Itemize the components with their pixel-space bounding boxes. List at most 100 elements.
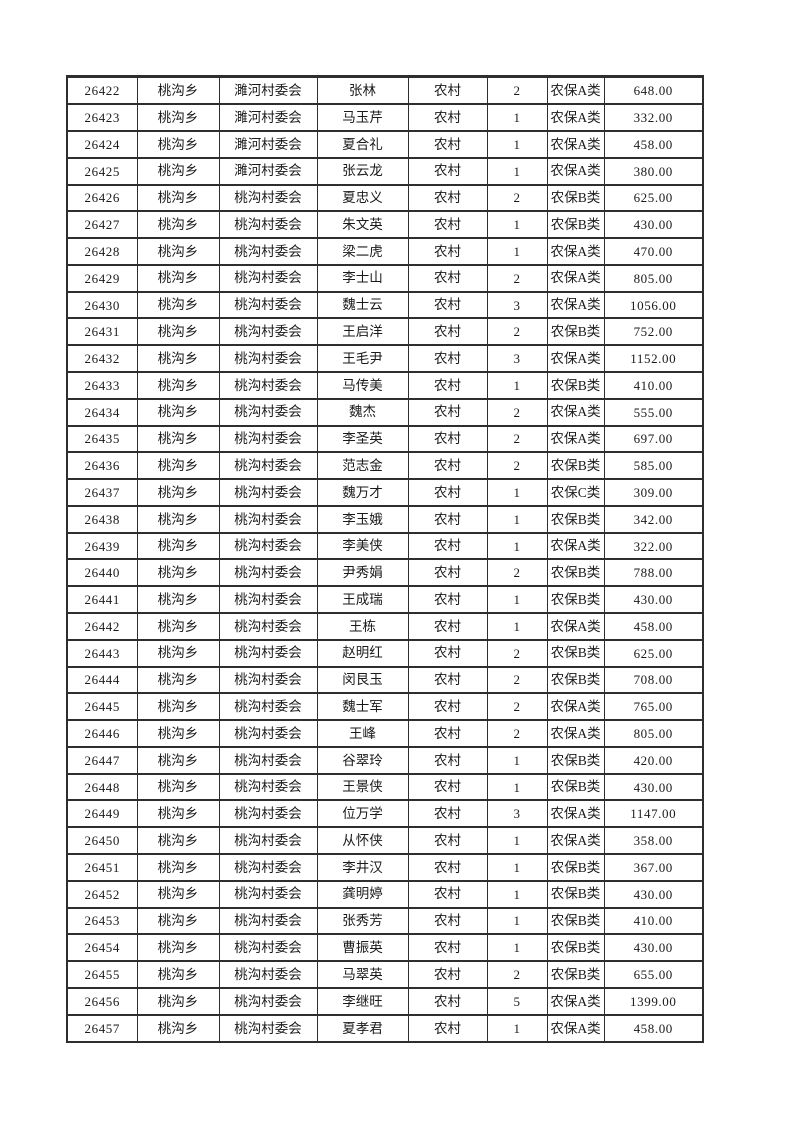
village-committee-cell: 桃沟村委会 (218, 531, 318, 561)
social-security-benefits-table: 26422 桃沟乡 濉河村委会 张林 农村 2 农保A类 648.00 26423 桃沟乡 濉河村委… (66, 75, 704, 1044)
township-cell: 桃沟乡 (136, 103, 220, 132)
village-committee-cell: 桃沟村委会 (218, 772, 318, 802)
record-id-cell: 26424 (66, 129, 138, 159)
amount-cell: 430.00 (603, 210, 704, 240)
insurance-class-cell: 农保B类 (546, 665, 605, 695)
insurance-class-cell: 农保A类 (546, 103, 605, 132)
person-count-cell: 2 (486, 692, 548, 722)
person-name-cell: 朱文英 (316, 210, 409, 240)
record-id-cell: 26427 (66, 210, 138, 240)
township-cell: 桃沟乡 (136, 719, 220, 748)
record-id-cell: 26438 (66, 504, 138, 534)
residence-type-cell: 农村 (407, 531, 488, 561)
person-name-cell: 魏士军 (316, 692, 409, 722)
township-cell: 桃沟乡 (136, 531, 220, 561)
amount-cell: 708.00 (603, 665, 704, 695)
person-count-cell: 1 (486, 478, 548, 507)
person-count-cell: 1 (486, 933, 548, 963)
table-row: 26436 桃沟乡 桃沟村委会 范志金 农村 2 农保B类 585.00 (66, 451, 704, 481)
person-count-cell: 1 (486, 1013, 548, 1044)
table-row: 26431 桃沟乡 桃沟村委会 王启洋 农村 2 农保B类 752.00 (66, 317, 704, 347)
table-row: 26447 桃沟乡 桃沟村委会 谷翠玲 农村 1 农保B类 420.00 (66, 745, 704, 775)
residence-type-cell: 农村 (407, 585, 488, 614)
insurance-class-cell: 农保A类 (546, 237, 605, 266)
residence-type-cell: 农村 (407, 370, 488, 400)
amount-cell: 752.00 (603, 317, 704, 347)
table-row: 26433 桃沟乡 桃沟村委会 马传美 农村 1 农保B类 410.00 (66, 370, 704, 400)
residence-type-cell: 农村 (407, 960, 488, 989)
person-count-cell: 2 (486, 451, 548, 481)
person-count-cell: 1 (486, 370, 548, 400)
village-committee-cell: 桃沟村委会 (218, 692, 318, 722)
amount-cell: 788.00 (603, 558, 704, 588)
table-row: 26427 桃沟乡 桃沟村委会 朱文英 农村 1 农保B类 430.00 (66, 210, 704, 240)
table-row: 26434 桃沟乡 桃沟村委会 魏杰 农村 2 农保A类 555.00 (66, 397, 704, 427)
residence-type-cell: 农村 (407, 75, 488, 106)
amount-cell: 410.00 (603, 370, 704, 400)
township-cell: 桃沟乡 (136, 1013, 220, 1044)
residence-type-cell: 农村 (407, 558, 488, 588)
table-row: 26432 桃沟乡 桃沟村委会 王毛尹 农村 3 农保A类 1152.00 (66, 344, 704, 373)
table-row: 26428 桃沟乡 桃沟村委会 梁二虎 农村 1 农保A类 470.00 (66, 237, 704, 266)
table-row: 26425 桃沟乡 濉河村委会 张云龙 农村 1 农保A类 380.00 (66, 156, 704, 186)
person-name-cell: 王峰 (316, 719, 409, 748)
person-count-cell: 2 (486, 719, 548, 748)
person-count-cell: 1 (486, 585, 548, 614)
amount-cell: 332.00 (603, 103, 704, 132)
village-committee-cell: 桃沟村委会 (218, 665, 318, 695)
village-committee-cell: 桃沟村委会 (218, 290, 318, 320)
record-id-cell: 26448 (66, 772, 138, 802)
insurance-class-cell: 农保B类 (546, 183, 605, 213)
insurance-class-cell: 农保B类 (546, 558, 605, 588)
record-id-cell: 26456 (66, 986, 138, 1016)
residence-type-cell: 农村 (407, 156, 488, 186)
insurance-class-cell: 农保B类 (546, 960, 605, 989)
township-cell: 桃沟乡 (136, 290, 220, 320)
township-cell: 桃沟乡 (136, 772, 220, 802)
village-committee-cell: 桃沟村委会 (218, 906, 318, 936)
person-count-cell: 3 (486, 799, 548, 829)
person-count-cell: 2 (486, 263, 548, 293)
residence-type-cell: 农村 (407, 344, 488, 373)
village-committee-cell: 桃沟村委会 (218, 879, 318, 909)
table-row: 26445 桃沟乡 桃沟村委会 魏士军 农村 2 农保A类 765.00 (66, 692, 704, 722)
person-name-cell: 魏杰 (316, 397, 409, 427)
person-name-cell: 魏万才 (316, 478, 409, 507)
person-count-cell: 1 (486, 210, 548, 240)
village-committee-cell: 桃沟村委会 (218, 237, 318, 266)
village-committee-cell: 桃沟村委会 (218, 986, 318, 1016)
amount-cell: 555.00 (603, 397, 704, 427)
township-cell: 桃沟乡 (136, 156, 220, 186)
record-id-cell: 26426 (66, 183, 138, 213)
person-name-cell: 梁二虎 (316, 237, 409, 266)
person-count-cell: 2 (486, 960, 548, 989)
residence-type-cell: 农村 (407, 504, 488, 534)
record-id-cell: 26432 (66, 344, 138, 373)
village-committee-cell: 桃沟村委会 (218, 960, 318, 989)
record-id-cell: 26457 (66, 1013, 138, 1044)
record-id-cell: 26447 (66, 745, 138, 775)
person-name-cell: 谷翠玲 (316, 745, 409, 775)
amount-cell: 470.00 (603, 237, 704, 266)
insurance-class-cell: 农保B类 (546, 370, 605, 400)
person-count-cell: 2 (486, 638, 548, 668)
table-row: 26449 桃沟乡 桃沟村委会 位万学 农村 3 农保A类 1147.00 (66, 799, 704, 829)
village-committee-cell: 桃沟村委会 (218, 210, 318, 240)
amount-cell: 358.00 (603, 826, 704, 856)
amount-cell: 1152.00 (603, 344, 704, 373)
township-cell: 桃沟乡 (136, 504, 220, 534)
person-count-cell: 2 (486, 75, 548, 106)
residence-type-cell: 农村 (407, 906, 488, 936)
person-name-cell: 夏孝君 (316, 1013, 409, 1044)
residence-type-cell: 农村 (407, 129, 488, 159)
person-name-cell: 闵艮玉 (316, 665, 409, 695)
table-row: 26450 桃沟乡 桃沟村委会 从怀侠 农村 1 农保A类 358.00 (66, 826, 704, 856)
residence-type-cell: 农村 (407, 1013, 488, 1044)
person-count-cell: 1 (486, 237, 548, 266)
township-cell: 桃沟乡 (136, 665, 220, 695)
person-count-cell: 1 (486, 826, 548, 856)
record-id-cell: 26436 (66, 451, 138, 481)
village-committee-cell: 桃沟村委会 (218, 745, 318, 775)
village-committee-cell: 桃沟村委会 (218, 370, 318, 400)
